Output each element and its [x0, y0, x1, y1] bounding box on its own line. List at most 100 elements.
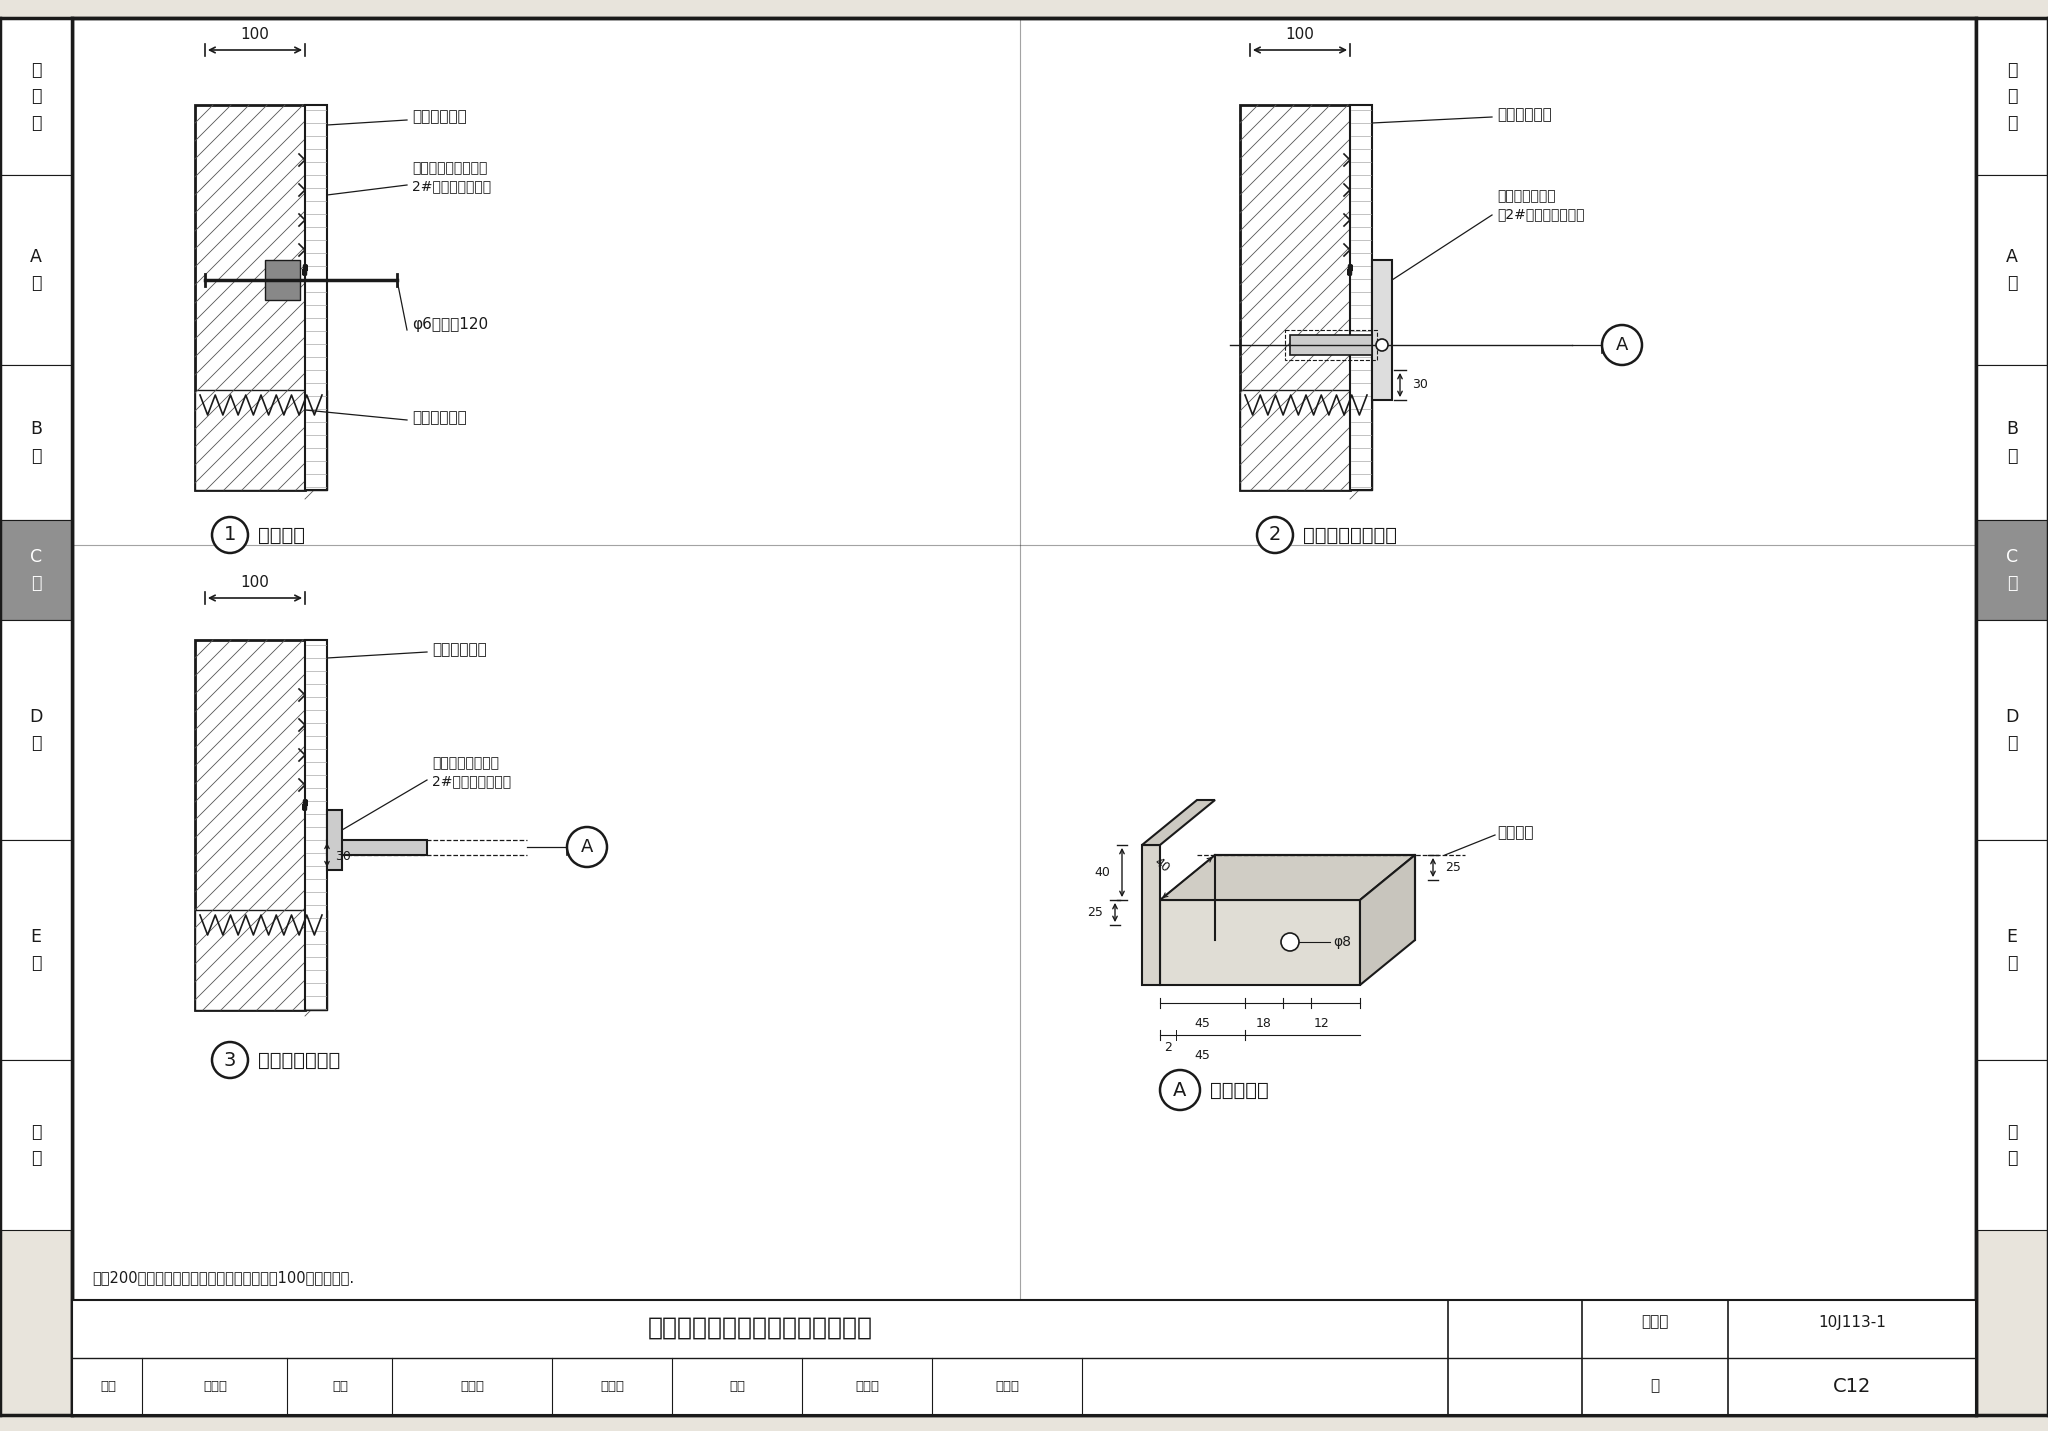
Text: 审核: 审核: [100, 1379, 117, 1392]
Polygon shape: [1159, 854, 1415, 900]
Text: 总
说
明: 总 说 明: [31, 62, 41, 132]
Circle shape: [1257, 517, 1292, 552]
Bar: [328, 810, 342, 870]
Text: 伍珍光: 伍珍光: [600, 1379, 625, 1392]
Text: 设计: 设计: [729, 1379, 745, 1392]
Bar: [1976, 840, 2048, 1060]
Text: 图集号: 图集号: [1640, 1315, 1669, 1329]
Polygon shape: [1360, 854, 1415, 985]
Text: φ8: φ8: [1333, 934, 1352, 949]
Text: 附
录: 附 录: [2007, 1123, 2017, 1168]
Text: 杨小东: 杨小东: [995, 1379, 1020, 1392]
Text: 高宝林: 高宝林: [203, 1379, 227, 1392]
Bar: [264, 260, 299, 301]
Bar: [1239, 391, 1372, 489]
Text: 2: 2: [1163, 1040, 1171, 1055]
Text: 植物纤维条板开孔用
2#粘结剂预埋钢件: 植物纤维条板开孔用 2#粘结剂预埋钢件: [412, 160, 492, 193]
Bar: [0, 840, 72, 1060]
Text: D
型: D 型: [29, 708, 43, 753]
Text: 25: 25: [1087, 906, 1104, 919]
Text: 钢板水平吊挂件: 钢板水平吊挂件: [258, 1050, 340, 1069]
Bar: [305, 104, 328, 489]
Text: 软质材料堵孔: 软质材料堵孔: [412, 411, 467, 425]
Text: C
型: C 型: [2005, 548, 2017, 592]
Text: 附
录: 附 录: [31, 1123, 41, 1168]
Text: E
型: E 型: [31, 927, 41, 972]
Text: A: A: [1174, 1080, 1186, 1099]
Text: 植物纤维条板: 植物纤维条板: [412, 110, 467, 124]
Text: 钢板垂直吊挂件
用2#粘结剂预埋钢件: 钢板垂直吊挂件 用2#粘结剂预埋钢件: [1497, 189, 1585, 222]
Bar: [1143, 844, 1159, 985]
Bar: [195, 640, 305, 1010]
Text: C12: C12: [1833, 1377, 1872, 1395]
Text: 钢板水平吊挂件用
2#粘结剂预埋钢件: 钢板水平吊挂件用 2#粘结剂预埋钢件: [432, 756, 512, 788]
Bar: [0, 1060, 72, 1231]
Bar: [195, 910, 328, 1010]
Bar: [1159, 900, 1360, 985]
Bar: [1976, 19, 2048, 175]
Text: 30: 30: [336, 850, 350, 863]
Text: A
型: A 型: [2007, 248, 2017, 292]
Text: 吊挂埋件: 吊挂埋件: [258, 525, 305, 545]
Bar: [328, 840, 426, 854]
Bar: [1976, 1060, 2048, 1231]
Circle shape: [1280, 933, 1298, 952]
Text: A
型: A 型: [31, 248, 41, 292]
Bar: [195, 104, 305, 489]
Bar: [195, 391, 328, 489]
Text: 12: 12: [1313, 1017, 1329, 1030]
Text: 45: 45: [1194, 1049, 1210, 1062]
Text: 25: 25: [1446, 861, 1460, 874]
Bar: [1976, 365, 2048, 519]
Text: 页: 页: [1651, 1378, 1659, 1394]
Bar: [1976, 620, 2048, 840]
Bar: [1290, 335, 1372, 355]
Text: B
型: B 型: [31, 421, 43, 465]
Bar: [0, 175, 72, 365]
Text: 植物纤维条板: 植物纤维条板: [1497, 107, 1552, 123]
Circle shape: [1602, 325, 1642, 365]
Text: 植物纤维条板预埋件、吊挂件节点: 植物纤维条板预埋件、吊挂件节点: [647, 1317, 872, 1339]
Bar: [0, 19, 72, 175]
Text: 10J113-1: 10J113-1: [1819, 1315, 1886, 1329]
Text: 45: 45: [1194, 1017, 1210, 1030]
Bar: [0, 620, 72, 840]
Text: 张兰英: 张兰英: [461, 1379, 483, 1392]
Bar: [1976, 519, 2048, 620]
Text: D
型: D 型: [2005, 708, 2019, 753]
Circle shape: [1159, 1070, 1200, 1110]
Text: 30: 30: [1411, 379, 1427, 392]
Circle shape: [1376, 339, 1389, 351]
Text: 钢板垂直吊挂埋件: 钢板垂直吊挂埋件: [1303, 525, 1397, 545]
Text: 40: 40: [1151, 854, 1171, 874]
Text: 钢板吊挂件: 钢板吊挂件: [1210, 1080, 1270, 1099]
Text: 40: 40: [1094, 866, 1110, 879]
Text: B
型: B 型: [2005, 421, 2017, 465]
Bar: [0, 365, 72, 519]
Bar: [1239, 104, 1350, 489]
Text: 100: 100: [240, 575, 270, 590]
Polygon shape: [1143, 800, 1214, 844]
Circle shape: [213, 517, 248, 552]
Bar: [0, 519, 72, 620]
Text: 1: 1: [223, 525, 236, 545]
Text: 100: 100: [1286, 27, 1315, 41]
Text: 杨小东: 杨小东: [854, 1379, 879, 1392]
Text: 入墙面线: 入墙面线: [1497, 826, 1534, 840]
Text: 2: 2: [1270, 525, 1282, 545]
Text: 植物纤维条板: 植物纤维条板: [432, 643, 487, 657]
Text: 总
说
明: 总 说 明: [2007, 62, 2017, 132]
Bar: [1284, 331, 1376, 361]
Text: 100: 100: [240, 27, 270, 41]
Bar: [1350, 104, 1372, 489]
Bar: [1976, 175, 2048, 365]
Text: 校对: 校对: [332, 1379, 348, 1392]
Bar: [1372, 260, 1393, 401]
Text: 18: 18: [1255, 1017, 1272, 1030]
Bar: [72, 1299, 1976, 1415]
Circle shape: [213, 1042, 248, 1078]
Text: A: A: [1616, 336, 1628, 353]
Text: 注：200厚植物纤维条板上设置吊挂件时参照100厚条板构造.: 注：200厚植物纤维条板上设置吊挂件时参照100厚条板构造.: [92, 1271, 354, 1285]
Bar: [305, 640, 328, 1010]
Text: 3: 3: [223, 1050, 236, 1069]
